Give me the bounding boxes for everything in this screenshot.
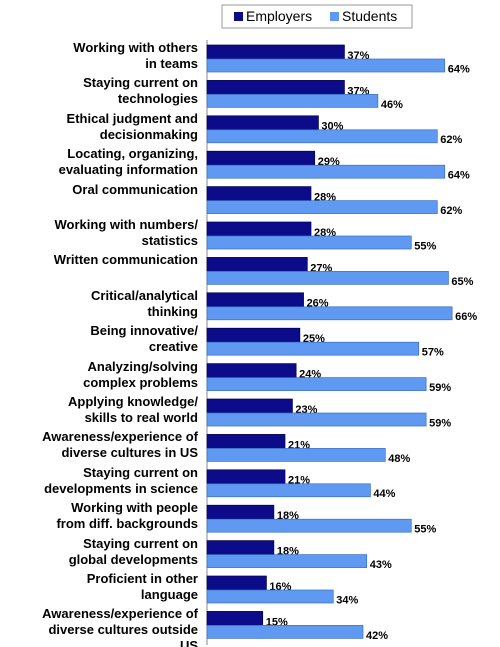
bar (206, 589, 334, 604)
bar (206, 434, 286, 449)
value-label: 62% (440, 205, 462, 217)
bar (206, 292, 304, 308)
category-label: Staying current on technologies (83, 75, 198, 107)
value-label: 59% (429, 417, 451, 429)
bar (206, 554, 368, 568)
value-label: 42% (366, 630, 388, 642)
category-label: Critical/analytical thinking (91, 287, 198, 319)
bar (206, 483, 371, 498)
bar (206, 164, 446, 179)
category-label: Staying current on global developments (68, 535, 198, 567)
bar (206, 341, 420, 356)
value-label: 55% (414, 240, 436, 252)
bar (206, 377, 427, 391)
category-label: Working with numbers/ statistics (54, 217, 199, 248)
bar (206, 235, 412, 250)
value-label: 62% (440, 134, 462, 146)
category-label: Applying knowledge/ skills to real world (67, 394, 198, 425)
category-label: Proficient in other language (86, 571, 198, 602)
legend-swatch (330, 12, 339, 21)
value-label: 55% (414, 524, 436, 536)
legend-label: Employers (246, 8, 313, 24)
category-label: Awareness/experience of diverse cultures… (42, 429, 198, 461)
bar (206, 200, 438, 214)
bar (206, 363, 297, 378)
value-label: 59% (429, 382, 451, 394)
category-label: Oral communication (72, 181, 198, 197)
bar (206, 575, 267, 591)
bar (206, 448, 386, 462)
value-label: 46% (381, 99, 403, 111)
bar (206, 306, 453, 321)
bar (206, 80, 345, 95)
category-label: Written communication (53, 252, 198, 268)
bar (206, 625, 364, 639)
value-label: 48% (388, 453, 410, 465)
bar (206, 257, 308, 272)
value-label: 64% (448, 63, 470, 75)
value-label: 34% (336, 594, 358, 606)
legend-swatch (234, 12, 243, 21)
bar (206, 611, 264, 626)
value-label: 57% (422, 347, 444, 359)
bar (206, 150, 316, 166)
category-label: Working with others in teams (73, 40, 198, 71)
category-label: Being innovative/ creative (90, 323, 198, 355)
value-label: 43% (370, 559, 392, 571)
category-label: Analyzing/solving complex problems (83, 358, 198, 390)
value-label: 44% (373, 488, 395, 500)
value-label: 64% (448, 170, 470, 182)
category-label: Locating, organizing, evaluating informa… (58, 146, 198, 178)
bar (206, 221, 312, 237)
category-label: Staying current on developments in scien… (44, 464, 198, 496)
bar (206, 504, 275, 520)
value-label: 65% (451, 276, 473, 288)
bar (206, 186, 312, 201)
value-label: 66% (455, 311, 477, 323)
bar (206, 540, 275, 555)
category-label: Ethical judgment and decisionmaking (66, 110, 198, 142)
bar (206, 327, 301, 343)
bar (206, 469, 286, 485)
bar (206, 271, 449, 285)
bar (206, 129, 438, 144)
bar (206, 58, 446, 73)
bar (206, 94, 379, 108)
bar (206, 44, 345, 60)
category-label: Working with people from diff. backgroun… (56, 500, 198, 532)
bar (206, 518, 412, 533)
bar (206, 412, 427, 427)
bar (206, 115, 319, 131)
bar (206, 398, 293, 414)
legend-label: Students (342, 8, 398, 24)
category-label: Awareness/experience of diverse cultures… (42, 606, 198, 647)
legend-box (221, 4, 413, 29)
